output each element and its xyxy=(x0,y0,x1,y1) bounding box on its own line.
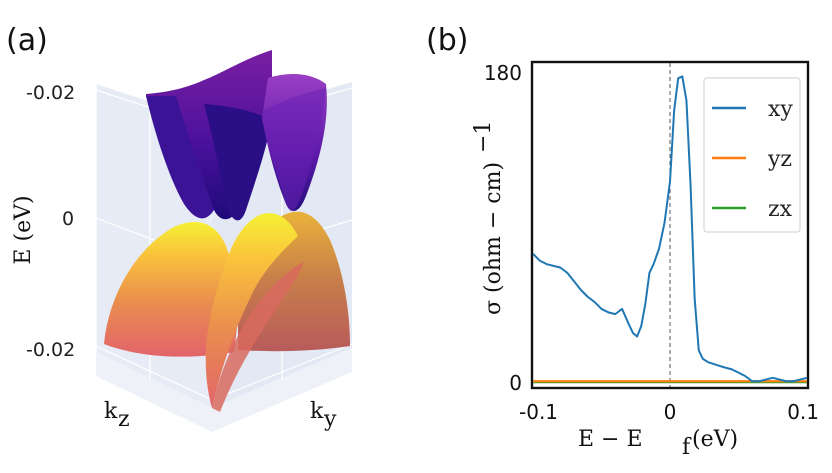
upper-band-center-cone xyxy=(204,104,272,221)
legend-entries: xy yz zx xyxy=(712,97,793,222)
series-line-xy xyxy=(532,75,808,383)
x-tick-label-2: 0.1 xyxy=(787,400,819,424)
x-axis-title-unit: (eV) xyxy=(692,427,738,452)
x-axis-title-subscript: f xyxy=(682,435,692,460)
grid-line-bottom xyxy=(95,345,213,401)
z-axis-title: E (eV) xyxy=(11,195,36,264)
series-layer xyxy=(532,75,808,384)
lower-band-surface xyxy=(104,211,350,412)
x-tick-label-1: 0 xyxy=(664,400,677,424)
y-axis-title: σ (ohm − cm) −1 xyxy=(471,121,506,315)
legend: xy yz zx xyxy=(703,77,801,233)
x-ticks: -0.1 0 0.1 xyxy=(519,400,819,424)
y-axis-title-superscript: −1 xyxy=(471,121,496,153)
y-tick-label-0: 0 xyxy=(509,371,522,395)
ztick-label-mid: 0 xyxy=(62,208,74,230)
ztick-label-top: -0.02 xyxy=(26,82,75,104)
legend-label-zx: zx xyxy=(768,197,793,222)
lower-band-front-ridge xyxy=(212,262,304,412)
legend-label-yz: yz xyxy=(767,147,792,172)
legend-label-xy: xy xyxy=(768,97,793,122)
x-tick-label-0: -0.1 xyxy=(519,400,558,424)
y-axis-title-main: σ (ohm − cm) xyxy=(481,162,506,315)
ky-axis-subscript: y xyxy=(323,407,337,432)
legend-box xyxy=(703,77,801,233)
lower-band-front-lobe xyxy=(205,213,298,408)
ztick-label-bottom: -0.02 xyxy=(26,339,75,361)
kz-axis-title: k xyxy=(104,399,118,424)
ky-axis-title: k xyxy=(310,399,324,424)
kz-axis-subscript: z xyxy=(118,407,130,432)
panel-b-label: (b) xyxy=(426,23,468,58)
panel-a: (a) xyxy=(6,23,353,432)
x-axis-title-main: E − E xyxy=(578,427,643,452)
ky-axis-label: k y xyxy=(310,399,337,432)
kz-axis-label: k z xyxy=(104,399,130,432)
upper-band-right-cone-shade xyxy=(262,88,326,212)
upper-band-surface xyxy=(146,50,327,221)
panel-a-label: (a) xyxy=(6,23,48,58)
y-ticks: 0 180 xyxy=(484,61,522,395)
y-tick-label-1: 180 xyxy=(484,61,522,85)
x-axis-title: E − E f (eV) xyxy=(578,427,738,460)
panel-b: (b) -0.1 0 0.1 0 180 E − E f (eV) σ (ohm − … xyxy=(426,23,819,460)
floor-pane xyxy=(96,348,352,432)
upper-band-left-cone xyxy=(146,96,214,219)
lower-band-left-lobe xyxy=(104,222,240,357)
